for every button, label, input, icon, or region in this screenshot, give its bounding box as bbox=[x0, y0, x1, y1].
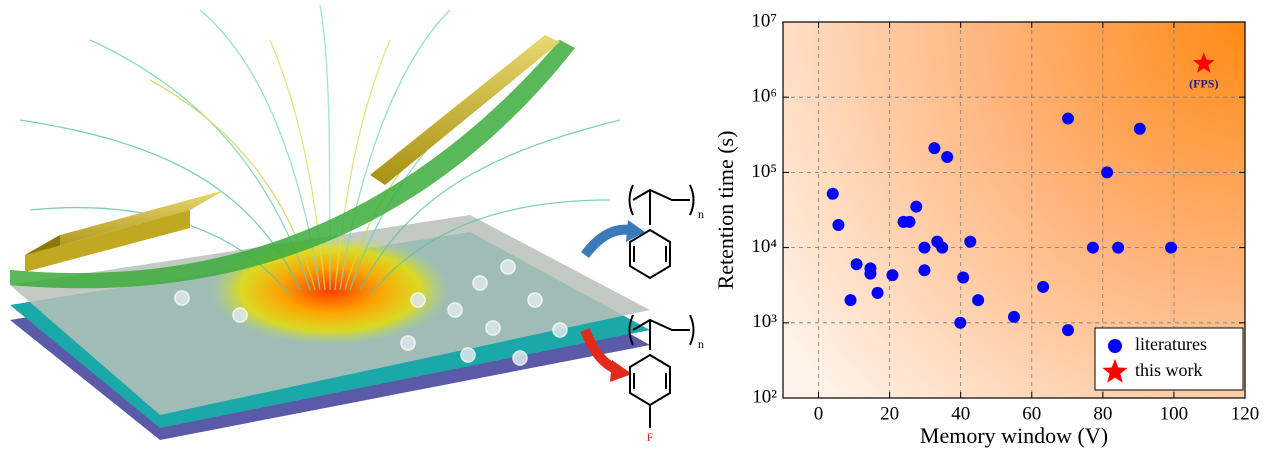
data-point bbox=[918, 241, 931, 254]
data-point bbox=[844, 294, 857, 307]
data-point bbox=[910, 200, 923, 213]
plot-frame bbox=[782, 21, 1246, 399]
data-point bbox=[941, 151, 954, 164]
y-axis-label: Retention time (s) bbox=[713, 131, 738, 290]
device-illustration: n n F bbox=[10, 4, 704, 444]
data-point bbox=[1192, 52, 1215, 73]
x-tick-label: 0 bbox=[814, 403, 824, 424]
data-point bbox=[928, 142, 941, 155]
data-point bbox=[886, 269, 899, 282]
data-point bbox=[972, 294, 985, 307]
data-point bbox=[1086, 241, 1099, 254]
y-tick-label: 10⁶ bbox=[751, 86, 777, 107]
data-point bbox=[1062, 324, 1075, 337]
data-point bbox=[964, 235, 977, 248]
x-tick-label: 20 bbox=[880, 403, 899, 424]
data-point bbox=[954, 316, 967, 329]
ions bbox=[174, 259, 568, 366]
data-point bbox=[1165, 241, 1178, 254]
y-tick-label: 10³ bbox=[752, 311, 777, 332]
data-point bbox=[1037, 280, 1050, 293]
x-tick-label: 40 bbox=[951, 403, 970, 424]
chart: 0 20 40 60 80 100 120 10² 10³ 10⁴ 10⁵ 10⁶ 10⁷ Memory … bbox=[713, 10, 1259, 448]
point-annotation: (FPS) bbox=[1189, 76, 1218, 90]
data-point bbox=[903, 215, 916, 228]
arrow bbox=[581, 224, 631, 259]
x-tick-label: 100 bbox=[1160, 403, 1189, 424]
data-point bbox=[918, 264, 931, 277]
data-point bbox=[957, 271, 970, 284]
data-point bbox=[936, 241, 949, 254]
x-tick-label: 120 bbox=[1231, 403, 1260, 424]
y-tick-label: 10⁷ bbox=[751, 10, 777, 31]
chem-structure bbox=[628, 184, 695, 428]
x-axis-label: Memory window (V) bbox=[920, 423, 1108, 448]
y-tick-label: 10⁵ bbox=[751, 161, 777, 182]
subscript: n bbox=[698, 337, 704, 351]
data-point bbox=[1133, 122, 1146, 135]
y-tick-label: 10⁴ bbox=[751, 236, 777, 257]
data-point bbox=[850, 258, 863, 271]
data-point bbox=[1008, 310, 1020, 323]
legend-label: literatures bbox=[1135, 334, 1207, 354]
gold-electrode bbox=[25, 190, 225, 255]
legend-label: this work bbox=[1135, 360, 1203, 380]
subscript: n bbox=[698, 207, 704, 221]
data-point bbox=[1062, 112, 1075, 125]
data-point bbox=[864, 267, 877, 280]
data-point bbox=[826, 187, 839, 200]
y-tick-label: 10² bbox=[752, 386, 777, 407]
x-tick-label: 80 bbox=[1093, 403, 1112, 424]
legend-marker bbox=[1102, 358, 1128, 383]
legend-marker bbox=[1108, 339, 1122, 353]
data-point bbox=[1101, 166, 1114, 179]
polymer-strip bbox=[10, 40, 575, 289]
gold-electrode bbox=[370, 35, 560, 185]
data-point bbox=[871, 286, 884, 299]
data-point bbox=[832, 218, 845, 231]
fluorine-label: F bbox=[647, 430, 654, 444]
x-tick-label: 60 bbox=[1022, 403, 1041, 424]
data-point bbox=[1112, 241, 1125, 254]
